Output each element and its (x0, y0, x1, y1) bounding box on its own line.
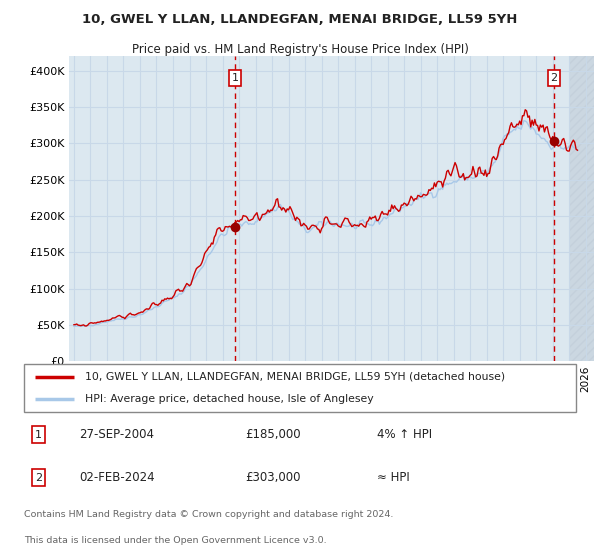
Text: 27-SEP-2004: 27-SEP-2004 (79, 428, 154, 441)
Text: 10, GWEL Y LLAN, LLANDEGFAN, MENAI BRIDGE, LL59 5YH: 10, GWEL Y LLAN, LLANDEGFAN, MENAI BRIDG… (82, 13, 518, 26)
Bar (569, 56, 600, 361)
Text: £303,000: £303,000 (245, 471, 301, 484)
Text: ≈ HPI: ≈ HPI (377, 471, 410, 484)
Text: 2: 2 (551, 73, 557, 83)
FancyBboxPatch shape (24, 364, 576, 412)
Text: HPI: Average price, detached house, Isle of Anglesey: HPI: Average price, detached house, Isle… (85, 394, 373, 404)
Text: 02-FEB-2024: 02-FEB-2024 (79, 471, 155, 484)
Text: Price paid vs. HM Land Registry's House Price Index (HPI): Price paid vs. HM Land Registry's House … (131, 44, 469, 57)
Text: £185,000: £185,000 (245, 428, 301, 441)
Text: 1: 1 (35, 430, 42, 440)
Text: This data is licensed under the Open Government Licence v3.0.: This data is licensed under the Open Gov… (24, 536, 326, 545)
Text: Contains HM Land Registry data © Crown copyright and database right 2024.: Contains HM Land Registry data © Crown c… (24, 510, 394, 519)
Text: 2: 2 (35, 473, 42, 483)
Text: 10, GWEL Y LLAN, LLANDEGFAN, MENAI BRIDGE, LL59 5YH (detached house): 10, GWEL Y LLAN, LLANDEGFAN, MENAI BRIDG… (85, 372, 505, 382)
Text: 4% ↑ HPI: 4% ↑ HPI (377, 428, 433, 441)
Text: 1: 1 (232, 73, 238, 83)
